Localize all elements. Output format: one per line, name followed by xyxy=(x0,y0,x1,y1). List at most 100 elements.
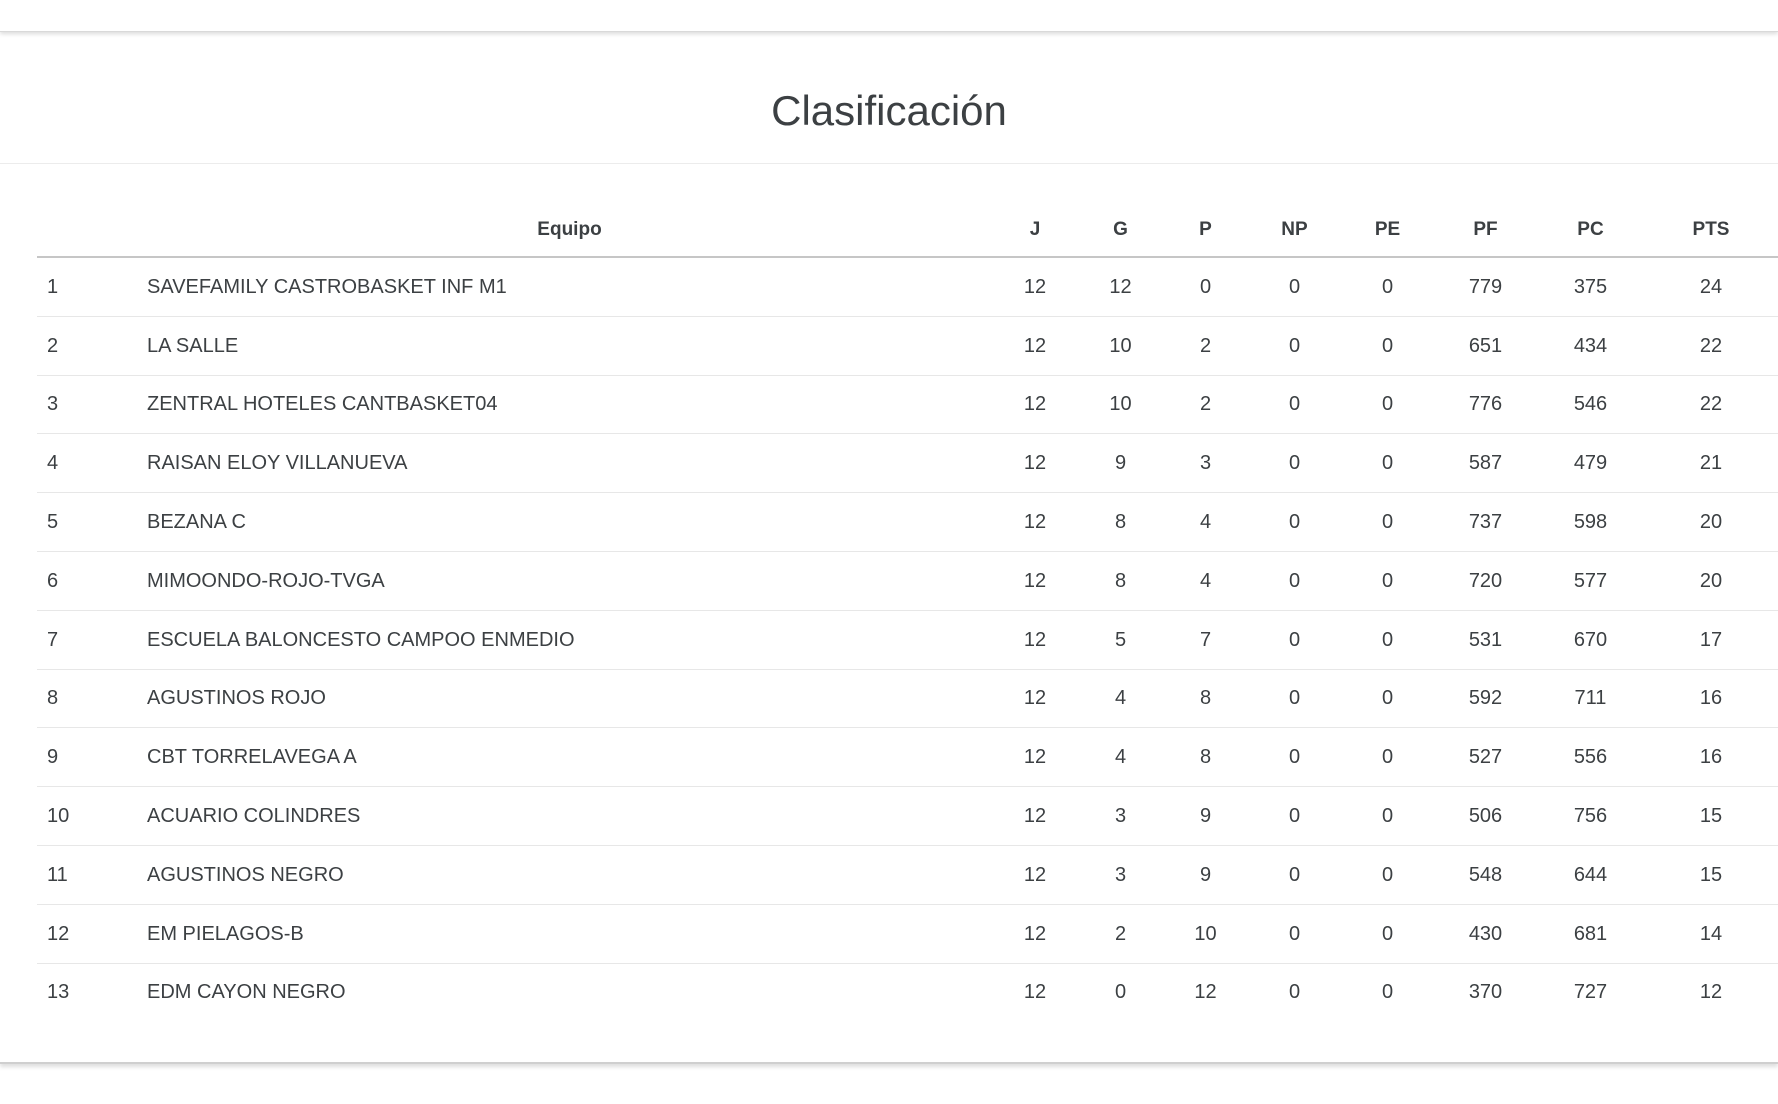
stat-pe-cell: 0 xyxy=(1381,805,1394,828)
stat-g-cell: 8 xyxy=(1114,569,1127,592)
stat-pe-cell: 0 xyxy=(1381,746,1394,769)
team-name-cell: EM PIELAGOS-B xyxy=(147,922,304,945)
stat-pc-cell: 556 xyxy=(1573,746,1608,769)
stat-g-cell: 8 xyxy=(1114,511,1127,534)
table-row: 9 CBT TORRELAVEGA A 12 4 8 0 0 527 556 1… xyxy=(0,728,1778,787)
title-section: Clasificación xyxy=(0,32,1778,164)
stat-pts-cell: 15 xyxy=(1699,805,1723,828)
stat-p-cell: 7 xyxy=(1199,628,1212,651)
table-row: 7 ESCUELA BALONCESTO CAMPOO ENMEDIO 12 5… xyxy=(0,611,1778,670)
team-name-cell: CBT TORRELAVEGA A xyxy=(147,746,357,769)
stat-pts-cell: 20 xyxy=(1699,569,1723,592)
position-cell: 6 xyxy=(47,569,59,592)
stat-pts-cell: 22 xyxy=(1699,334,1723,357)
stat-pts-cell: 21 xyxy=(1699,452,1723,475)
standings-body: 1 SAVEFAMILY CASTROBASKET INF M1 12 12 0… xyxy=(0,258,1778,1022)
stat-j-cell: 12 xyxy=(1023,922,1047,945)
stat-pe-cell: 0 xyxy=(1381,922,1394,945)
position-cell: 11 xyxy=(47,863,68,886)
stat-pf-cell: 720 xyxy=(1468,569,1503,592)
stat-g-cell: 9 xyxy=(1114,452,1127,475)
stat-pe-cell: 0 xyxy=(1381,393,1394,416)
team-name-cell: ZENTRAL HOTELES CANTBASKET04 xyxy=(147,393,498,416)
stat-pc-cell: 670 xyxy=(1573,628,1608,651)
stat-p-cell: 10 xyxy=(1194,922,1217,945)
stat-p-cell: 12 xyxy=(1194,981,1217,1004)
stat-pts-cell: 22 xyxy=(1699,393,1723,416)
team-name-cell: MIMOONDO-ROJO-TVGA xyxy=(147,569,385,592)
stat-np-cell: 0 xyxy=(1288,452,1301,475)
stat-pf-cell: 592 xyxy=(1468,687,1503,710)
stat-pc-cell: 681 xyxy=(1573,922,1608,945)
standings-table: Equipo J G P NP PE PF PC PTS 1 SAVEFAMIL… xyxy=(0,164,1778,1022)
stat-j-cell: 12 xyxy=(1023,746,1047,769)
stat-g-cell: 2 xyxy=(1114,922,1127,945)
table-row: 10 ACUARIO COLINDRES 12 3 9 0 0 506 756 … xyxy=(0,787,1778,846)
stat-np-cell: 0 xyxy=(1288,922,1301,945)
stat-j-cell: 12 xyxy=(1023,275,1047,298)
stat-g-cell: 0 xyxy=(1114,981,1127,1004)
table-row: 8 AGUSTINOS ROJO 12 4 8 0 0 592 711 16 xyxy=(0,670,1778,729)
stat-j-cell: 12 xyxy=(1023,334,1047,357)
stat-p-cell: 9 xyxy=(1199,863,1212,886)
table-row: 3 ZENTRAL HOTELES CANTBASKET04 12 10 2 0… xyxy=(0,376,1778,435)
team-name-cell: AGUSTINOS NEGRO xyxy=(147,863,344,886)
header-equipo: Equipo xyxy=(537,219,602,240)
header-np: NP xyxy=(1281,219,1308,240)
stat-g-cell: 4 xyxy=(1114,746,1127,769)
stat-pf-cell: 531 xyxy=(1468,628,1503,651)
table-row: 5 BEZANA C 12 8 4 0 0 737 598 20 xyxy=(0,493,1778,552)
stat-g-cell: 4 xyxy=(1114,687,1127,710)
stat-pe-cell: 0 xyxy=(1381,863,1394,886)
table-row: 4 RAISAN ELOY VILLANUEVA 12 9 3 0 0 587 … xyxy=(0,434,1778,493)
team-name-cell: EDM CAYON NEGRO xyxy=(147,981,346,1004)
stat-g-cell: 10 xyxy=(1109,334,1132,357)
stat-g-cell: 5 xyxy=(1114,628,1127,651)
stat-p-cell: 8 xyxy=(1199,746,1212,769)
stat-j-cell: 12 xyxy=(1023,981,1047,1004)
stat-pc-cell: 577 xyxy=(1573,569,1608,592)
stat-pts-cell: 12 xyxy=(1699,981,1723,1004)
stat-np-cell: 0 xyxy=(1288,981,1301,1004)
stat-p-cell: 2 xyxy=(1199,334,1212,357)
stat-pe-cell: 0 xyxy=(1381,687,1394,710)
stat-pf-cell: 527 xyxy=(1468,746,1503,769)
stat-pts-cell: 24 xyxy=(1699,275,1723,298)
header-pf: PF xyxy=(1473,219,1498,240)
standings-card: Clasificación Equipo J G P NP PE PF PC P… xyxy=(0,32,1778,1065)
stat-np-cell: 0 xyxy=(1288,863,1301,886)
stat-pe-cell: 0 xyxy=(1381,452,1394,475)
stat-p-cell: 2 xyxy=(1199,393,1212,416)
stat-np-cell: 0 xyxy=(1288,746,1301,769)
stat-np-cell: 0 xyxy=(1288,275,1301,298)
page-title: Clasificación xyxy=(771,87,1007,134)
header-p: P xyxy=(1199,219,1212,240)
position-cell: 9 xyxy=(47,746,59,769)
team-name-cell: SAVEFAMILY CASTROBASKET INF M1 xyxy=(147,275,507,298)
stat-pf-cell: 430 xyxy=(1468,922,1503,945)
stat-pc-cell: 479 xyxy=(1573,452,1608,475)
stat-j-cell: 12 xyxy=(1023,687,1047,710)
header-j: J xyxy=(1029,219,1041,240)
stat-pe-cell: 0 xyxy=(1381,569,1394,592)
stat-pc-cell: 644 xyxy=(1573,863,1608,886)
stat-j-cell: 12 xyxy=(1023,569,1047,592)
stat-pc-cell: 598 xyxy=(1573,511,1608,534)
stat-pts-cell: 17 xyxy=(1699,628,1723,651)
stat-np-cell: 0 xyxy=(1288,511,1301,534)
team-name-cell: LA SALLE xyxy=(147,334,239,357)
header-position xyxy=(0,241,100,258)
stat-np-cell: 0 xyxy=(1288,334,1301,357)
position-cell: 3 xyxy=(47,393,59,416)
stat-p-cell: 4 xyxy=(1199,569,1212,592)
stat-pf-cell: 370 xyxy=(1468,981,1503,1004)
stat-pf-cell: 548 xyxy=(1468,863,1503,886)
stat-pf-cell: 506 xyxy=(1468,805,1503,828)
stat-pf-cell: 779 xyxy=(1468,275,1503,298)
team-name-cell: RAISAN ELOY VILLANUEVA xyxy=(147,452,408,475)
stat-pts-cell: 16 xyxy=(1699,746,1723,769)
stat-pts-cell: 20 xyxy=(1699,511,1723,534)
header-pts: PTS xyxy=(1692,219,1730,240)
stat-np-cell: 0 xyxy=(1288,628,1301,651)
stat-j-cell: 12 xyxy=(1023,863,1047,886)
